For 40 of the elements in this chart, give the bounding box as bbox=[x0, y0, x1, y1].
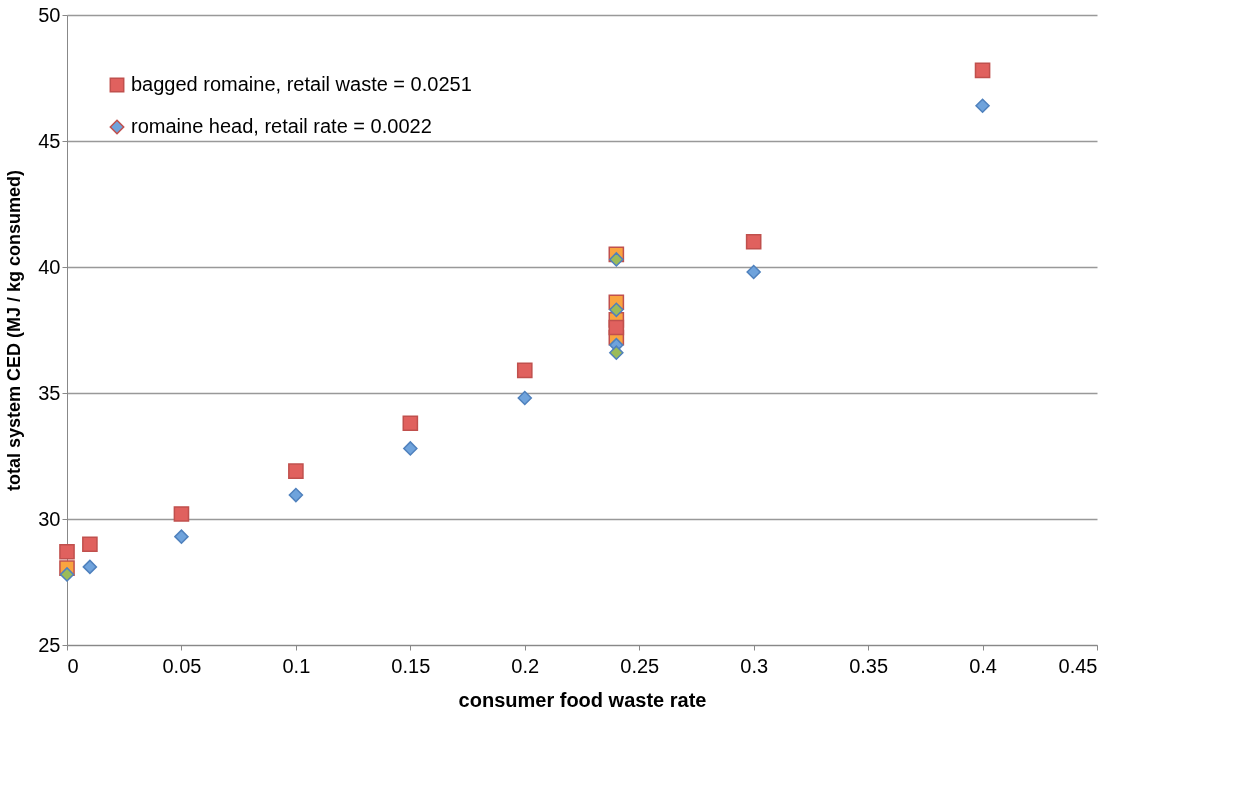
y-tick-label: 35 bbox=[38, 381, 61, 404]
point bbox=[82, 536, 98, 553]
x-axis-title: consumer food waste rate bbox=[458, 688, 707, 711]
point bbox=[288, 487, 304, 503]
point bbox=[82, 559, 98, 575]
point bbox=[609, 252, 624, 267]
x-tick-label: 0.05 bbox=[162, 654, 202, 677]
y-tick-label: 50 bbox=[38, 3, 61, 26]
x-tick-label: 0.1 bbox=[282, 654, 311, 677]
point bbox=[517, 390, 533, 406]
x-tick-label: 0.3 bbox=[740, 654, 769, 677]
point bbox=[609, 345, 624, 360]
point bbox=[746, 264, 761, 280]
x-tick-label: 0.45 bbox=[1058, 654, 1098, 677]
point bbox=[59, 543, 75, 560]
x-tick-label: 0.4 bbox=[969, 654, 997, 677]
y-tick-label: 40 bbox=[38, 255, 61, 278]
legend-label: bagged romaine, retail waste = 0.0251 bbox=[131, 73, 472, 95]
point bbox=[974, 62, 991, 79]
point bbox=[516, 362, 533, 379]
legend-label: romaine head, retail rate = 0.0022 bbox=[131, 115, 432, 137]
x-tick-label: 0.25 bbox=[620, 654, 660, 677]
y-tick-label: 30 bbox=[38, 507, 61, 530]
point bbox=[745, 233, 762, 250]
point bbox=[288, 463, 304, 479]
point bbox=[174, 529, 189, 544]
point bbox=[173, 506, 190, 522]
x-tick-label: 0.2 bbox=[511, 654, 540, 677]
x-tick-label: 0 bbox=[67, 654, 79, 677]
point bbox=[59, 567, 75, 582]
x-tick-label: 0.15 bbox=[391, 654, 431, 677]
point bbox=[975, 98, 990, 113]
x-tick-label: 0.35 bbox=[849, 654, 889, 677]
y-axis-title: total system CED (MJ / kg consumed) bbox=[4, 169, 25, 492]
y-tick-label: 25 bbox=[38, 633, 61, 656]
point bbox=[402, 415, 419, 432]
point bbox=[608, 319, 625, 336]
point bbox=[609, 302, 624, 318]
point bbox=[403, 441, 418, 456]
y-tick-label: 45 bbox=[38, 129, 61, 152]
